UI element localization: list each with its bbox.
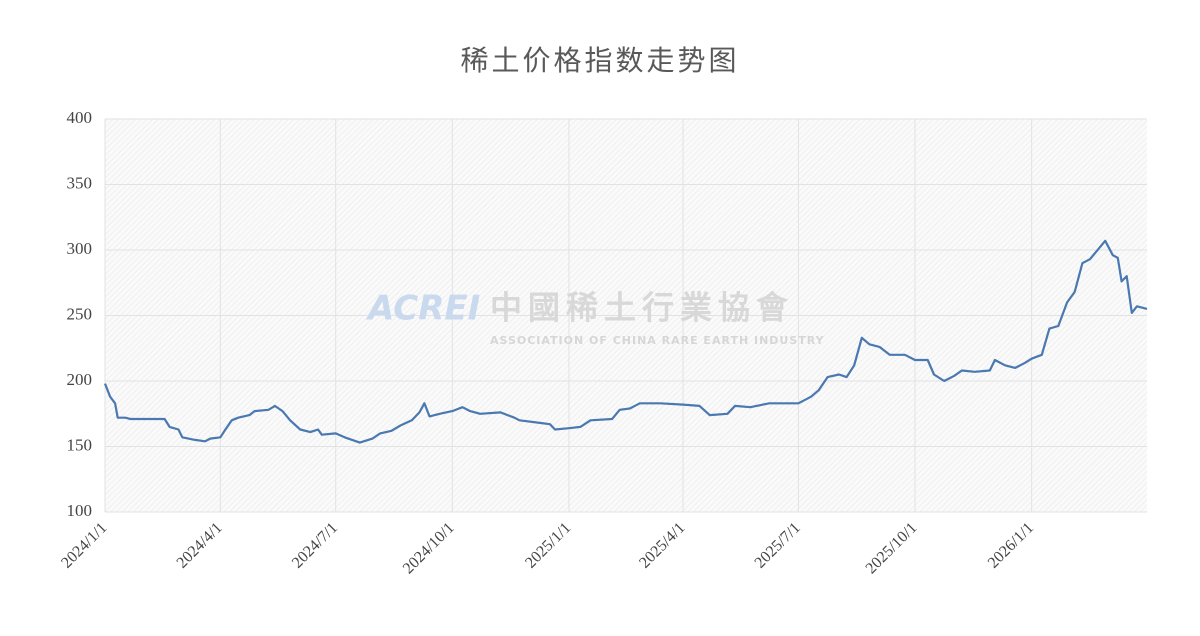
y-tick-label: 350 <box>67 173 93 192</box>
x-tick-label: 2024/7/1 <box>289 519 341 571</box>
x-tick-label: 2025/1/1 <box>522 519 574 571</box>
y-tick-label: 400 <box>67 108 93 127</box>
x-tick-label: 2025/10/1 <box>863 519 921 577</box>
y-tick-label: 200 <box>67 370 93 389</box>
line-series <box>103 239 1148 444</box>
watermark-logo: ACREI <box>365 289 480 329</box>
y-tick-label: 250 <box>67 304 93 323</box>
x-tick-label: 2024/10/1 <box>400 519 458 577</box>
x-tick-label: 2024/4/1 <box>174 519 226 571</box>
y-tick-label: 100 <box>67 501 93 520</box>
x-tick-label: 2024/1/1 <box>58 519 110 571</box>
y-tick-label: 150 <box>67 435 93 454</box>
watermark-cn: 中國稀土行業協會 <box>490 289 794 327</box>
chart-title: 稀土价格指数走势图 <box>460 44 739 77</box>
x-tick-label: 2025/7/1 <box>752 519 804 571</box>
y-tick-label: 300 <box>67 239 93 258</box>
x-tick-label: 2026/1/1 <box>985 519 1037 571</box>
watermark-en: ASSOCIATION OF CHINA RARE EARTH INDUSTRY <box>490 334 825 347</box>
x-tick-label: 2025/4/1 <box>636 519 688 571</box>
